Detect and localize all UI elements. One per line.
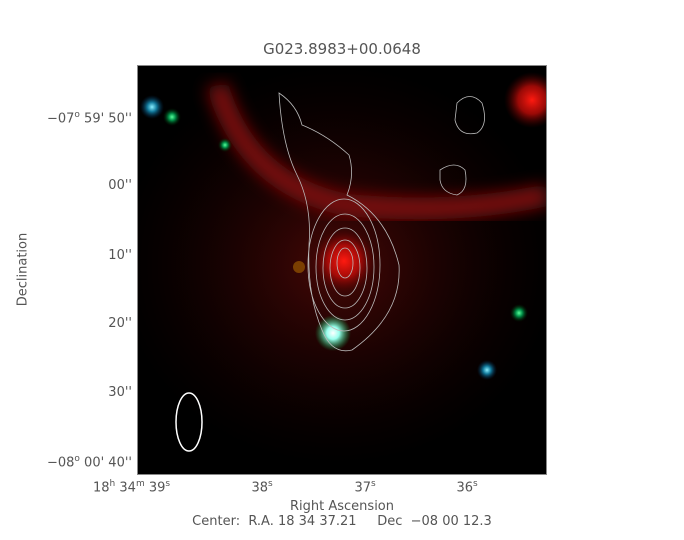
star [140, 95, 164, 119]
x-tick-label: 37s [354, 479, 376, 496]
y-tick-label: 30'' [108, 385, 132, 400]
y-tick-label: −07o 59' 50'' [46, 110, 132, 127]
center-coordinates: Center: R.A. 18 34 37.21 Dec −08 00 12.3 [192, 514, 492, 529]
star [163, 108, 181, 126]
contours [278, 92, 485, 352]
y-tick-label: 10'' [108, 248, 132, 263]
plot-frame [137, 65, 547, 475]
x-axis-label: Right Ascension [290, 499, 394, 514]
beam-ellipse [175, 392, 203, 452]
star [510, 304, 528, 322]
y-tick-label: 00'' [108, 178, 132, 193]
bright-star [315, 315, 351, 351]
filament-emission [206, 81, 547, 220]
x-tick-label: 38s [251, 479, 273, 496]
y-tick-label: 20'' [108, 316, 132, 331]
star [293, 261, 305, 273]
chart-title: G023.8983+00.0648 [263, 40, 421, 58]
x-tick-label: 18h 34m 39s [93, 479, 171, 496]
x-tick-label: 36s [456, 479, 478, 496]
y-tick-label: −08o 00' 40'' [46, 454, 132, 471]
star [477, 360, 497, 380]
star [218, 138, 232, 152]
y-axis-label: Declination [15, 232, 31, 307]
image-plot [137, 65, 547, 475]
red-source-corner [504, 72, 547, 128]
red-source-central [312, 229, 376, 293]
